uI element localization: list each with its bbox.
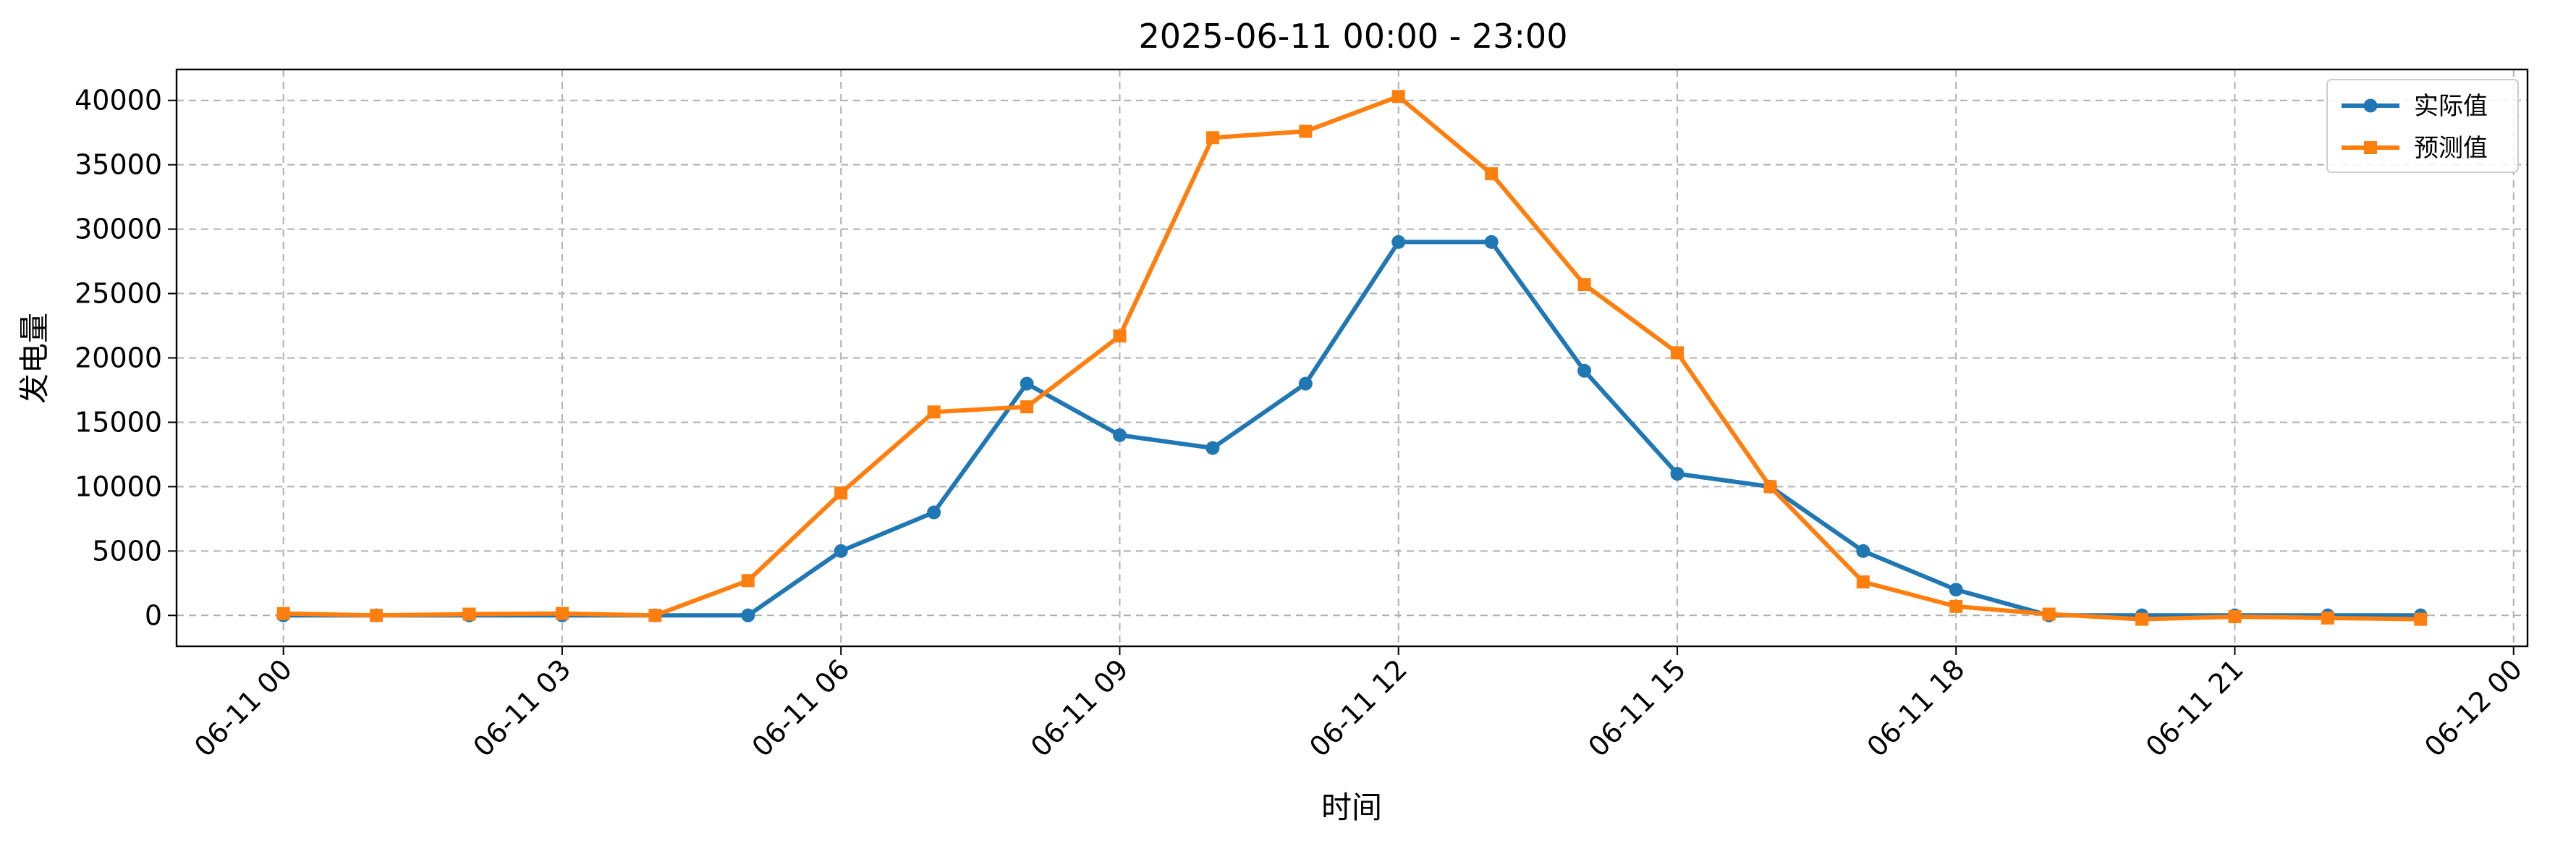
data-point — [1577, 278, 1591, 292]
series-line — [283, 94, 2421, 622]
data-point — [1113, 329, 1127, 343]
y-tick-label: 5000 — [92, 535, 162, 567]
data-point — [1949, 583, 1963, 597]
data-point — [1391, 234, 1406, 249]
data-point — [1206, 131, 1219, 145]
data-point — [276, 607, 290, 620]
legend-marker — [2363, 98, 2378, 113]
y-tick-label: 25000 — [75, 278, 162, 310]
data-point — [1020, 400, 1034, 414]
data-point — [1020, 376, 1034, 391]
data-point — [927, 505, 941, 520]
y-tick-label: 35000 — [75, 149, 162, 181]
data-point — [555, 607, 569, 620]
y-tick-label: 20000 — [75, 342, 162, 374]
x-tick-label: 06-11 12 — [1303, 653, 1413, 763]
y-tick-label: 15000 — [75, 406, 162, 438]
y-tick-label: 0 — [145, 599, 162, 631]
series-2 — [276, 90, 2428, 626]
legend-item: 预测值 — [2342, 134, 2488, 163]
y-tick-label: 10000 — [75, 470, 162, 502]
data-point — [1299, 124, 1313, 138]
data-point — [927, 405, 941, 419]
data-point — [1298, 376, 1313, 391]
data-point — [1112, 428, 1127, 442]
data-point — [1856, 544, 1870, 558]
data-point — [462, 607, 476, 621]
data-point — [2321, 611, 2334, 625]
data-point — [2414, 612, 2428, 626]
x-tick-label: 06-11 15 — [1582, 653, 1692, 763]
x-tick-label: 06-11 21 — [2140, 653, 2250, 763]
x-tick-label: 06-11 06 — [746, 653, 856, 763]
series-layer — [276, 90, 2428, 626]
y-tick-label: 40000 — [75, 85, 162, 117]
axes: 06-11 00 06-11 03 06-11 06 06-11 09 06-11 12… — [75, 85, 2528, 763]
x-tick-label: 06-11 03 — [467, 653, 577, 763]
data-point — [2135, 612, 2149, 626]
data-point — [370, 609, 384, 622]
data-point — [2228, 610, 2242, 624]
data-point — [1670, 467, 1685, 481]
x-tick-label: 06-11 09 — [1025, 653, 1135, 763]
data-point — [1763, 480, 1777, 494]
legend-label: 实际值 — [2414, 92, 2488, 121]
data-point — [1577, 363, 1592, 378]
chart-title: 2025-06-11 00:00 - 23:00 — [1139, 17, 1568, 56]
data-point — [648, 609, 662, 622]
data-point — [834, 544, 848, 558]
data-point — [1949, 599, 1963, 613]
legend-marker — [2364, 141, 2377, 154]
data-point — [2042, 607, 2056, 621]
series-line — [283, 240, 2421, 618]
x-axis-label: 时间 — [1321, 790, 1382, 825]
data-point — [1670, 346, 1684, 360]
x-tick-label: 06-11 00 — [188, 653, 298, 763]
data-point — [741, 574, 755, 588]
data-point — [1484, 234, 1499, 249]
grid — [177, 69, 2528, 646]
data-point — [1856, 575, 1870, 589]
data-point — [1206, 441, 1220, 455]
data-point — [1391, 90, 1405, 103]
legend-label: 预测值 — [2414, 134, 2488, 163]
y-tick-label: 30000 — [75, 214, 162, 245]
x-tick-label: 06-11 18 — [1861, 653, 1971, 763]
x-tick-label: 06-12 00 — [2418, 653, 2528, 763]
data-point — [741, 608, 755, 622]
data-point — [1485, 167, 1499, 181]
legend-item: 实际值 — [2342, 92, 2488, 121]
y-axis-label: 发电量 — [17, 313, 52, 404]
data-point — [834, 486, 848, 500]
